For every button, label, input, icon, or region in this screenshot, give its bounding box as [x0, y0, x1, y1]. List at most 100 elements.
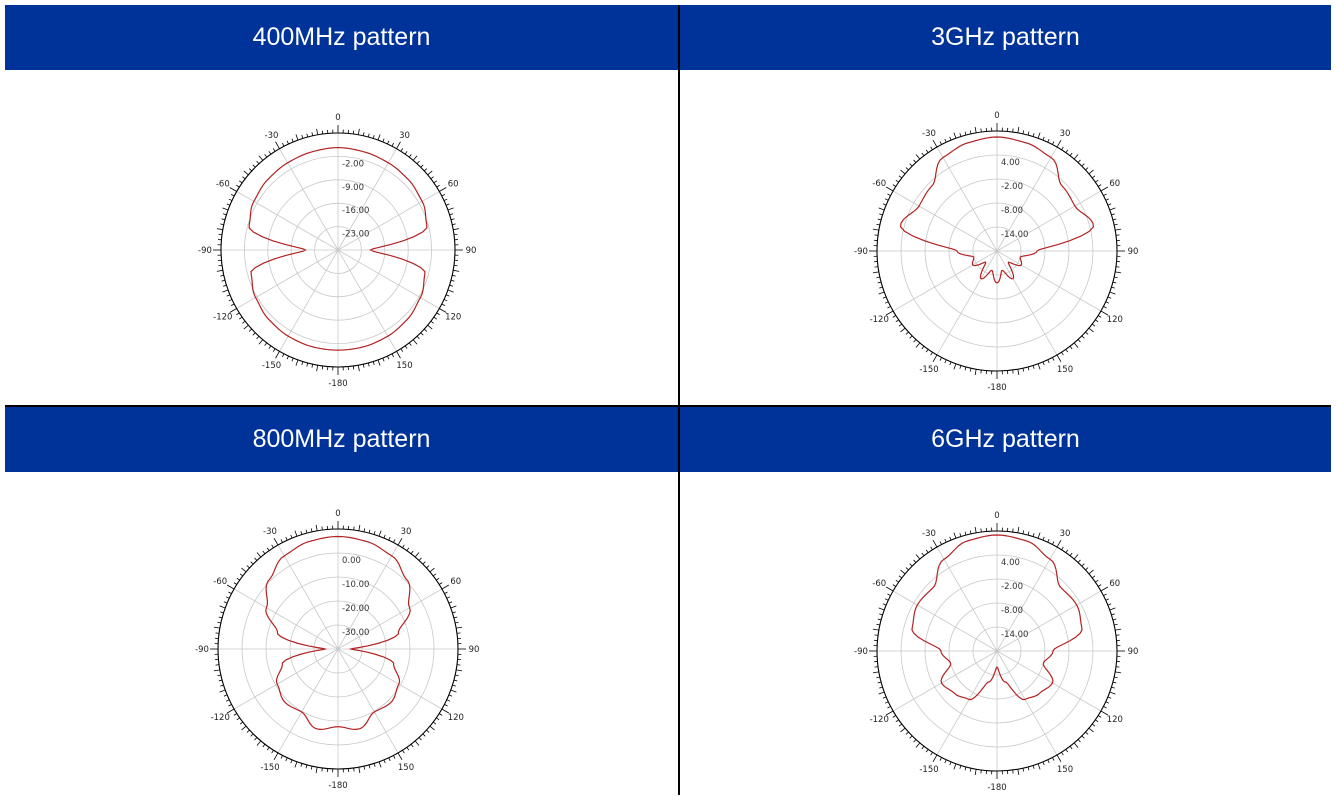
tick-mark: [906, 168, 909, 170]
tick-mark: [219, 617, 222, 618]
tick-mark: [1057, 140, 1061, 147]
angle-tick-label: 30: [401, 527, 412, 537]
tick-mark: [1089, 728, 1094, 732]
tick-mark: [922, 346, 924, 349]
tick-mark: [1106, 199, 1109, 200]
tick-mark: [442, 194, 445, 196]
angle-tick-label: 90: [1128, 247, 1139, 257]
tick-mark: [229, 199, 232, 200]
tick-mark: [1106, 702, 1109, 703]
ring-label: -14.00: [1001, 630, 1028, 640]
tick-mark: [393, 539, 395, 542]
tick-mark: [419, 558, 421, 561]
tick-mark: [273, 349, 275, 352]
tick-mark: [876, 677, 879, 678]
tick-mark: [402, 750, 404, 753]
tick-mark: [893, 185, 896, 187]
tick-mark: [1103, 594, 1106, 596]
tick-mark: [272, 545, 274, 548]
tick-mark: [392, 354, 394, 357]
tick-mark: [910, 164, 912, 166]
tick-mark: [1095, 320, 1098, 322]
angle-tick-label: -150: [919, 365, 938, 375]
tick-mark: [244, 325, 249, 329]
grid-spoke: [338, 649, 398, 753]
tick-mark: [450, 214, 453, 215]
tick-mark: [439, 188, 446, 192]
tick-mark: [227, 295, 230, 296]
tick-mark: [411, 744, 413, 747]
polar-chart-400mhz: 0306090120150-180-150-120-90-60-30-2.00-…: [191, 103, 485, 397]
tick-mark: [1061, 147, 1063, 150]
grid-spoke: [937, 147, 997, 251]
tick-mark: [887, 306, 890, 308]
tick-mark: [970, 368, 971, 371]
tick-mark: [1108, 604, 1111, 605]
tick-mark: [1023, 530, 1024, 533]
tick-mark: [873, 229, 879, 230]
tick-mark: [1085, 568, 1088, 570]
tick-mark: [257, 161, 259, 164]
tick-mark: [1115, 629, 1121, 630]
tick-mark: [975, 127, 976, 133]
tick-mark: [220, 612, 223, 613]
tick-mark: [223, 285, 226, 286]
tick-mark: [431, 177, 434, 179]
tick-mark: [247, 566, 250, 568]
tick-mark: [1092, 324, 1095, 326]
tick-mark: [229, 299, 232, 300]
tick-mark: [312, 132, 313, 135]
tick-mark: [405, 346, 407, 349]
tick-mark: [397, 142, 401, 149]
tick-mark: [214, 627, 220, 628]
tick-mark: [417, 336, 419, 339]
tick-mark: [1028, 532, 1029, 535]
tick-mark: [449, 602, 452, 603]
tick-mark: [954, 533, 956, 539]
tick-mark: [879, 214, 882, 215]
tick-mark: [950, 137, 951, 140]
tick-mark: [1078, 739, 1080, 742]
tick-mark: [363, 364, 364, 367]
tick-mark: [950, 362, 951, 365]
angle-tick-label: -90: [195, 645, 209, 655]
tick-mark: [940, 541, 942, 544]
tick-mark: [448, 208, 454, 210]
tick-mark: [1115, 672, 1121, 673]
tick-mark: [975, 369, 976, 375]
tick-mark: [926, 349, 928, 352]
tick-mark: [926, 550, 928, 553]
tick-mark: [387, 141, 388, 144]
tick-mark: [263, 551, 265, 554]
tick-mark: [413, 156, 417, 161]
tick-mark: [926, 150, 928, 153]
tick-mark: [1023, 768, 1024, 771]
tick-mark: [1106, 302, 1109, 303]
tick-mark: [219, 680, 222, 681]
tick-mark: [306, 765, 307, 768]
tick-mark: [883, 697, 886, 698]
angle-tick-label: 30: [399, 131, 410, 141]
tick-mark: [419, 737, 421, 740]
tick-mark: [286, 537, 287, 540]
tick-mark: [255, 558, 257, 561]
tick-mark: [223, 214, 226, 215]
tick-mark: [389, 758, 390, 761]
tick-mark: [447, 597, 450, 598]
tick-mark: [411, 551, 413, 554]
ring-label: -16.00: [342, 206, 369, 216]
tick-mark: [1048, 139, 1049, 142]
angle-tick-label: 60: [448, 180, 459, 190]
tick-mark: [453, 270, 459, 271]
tick-mark: [306, 530, 307, 533]
tick-mark: [426, 566, 429, 568]
tick-mark: [885, 302, 888, 303]
tick-mark: [439, 713, 442, 715]
tick-mark: [217, 675, 220, 676]
angle-tick-label: 120: [1107, 315, 1123, 325]
tick-mark: [428, 171, 433, 175]
tick-mark: [879, 687, 882, 688]
tick-mark: [430, 568, 435, 572]
tick-mark: [296, 360, 298, 366]
tick-mark: [1018, 127, 1019, 133]
